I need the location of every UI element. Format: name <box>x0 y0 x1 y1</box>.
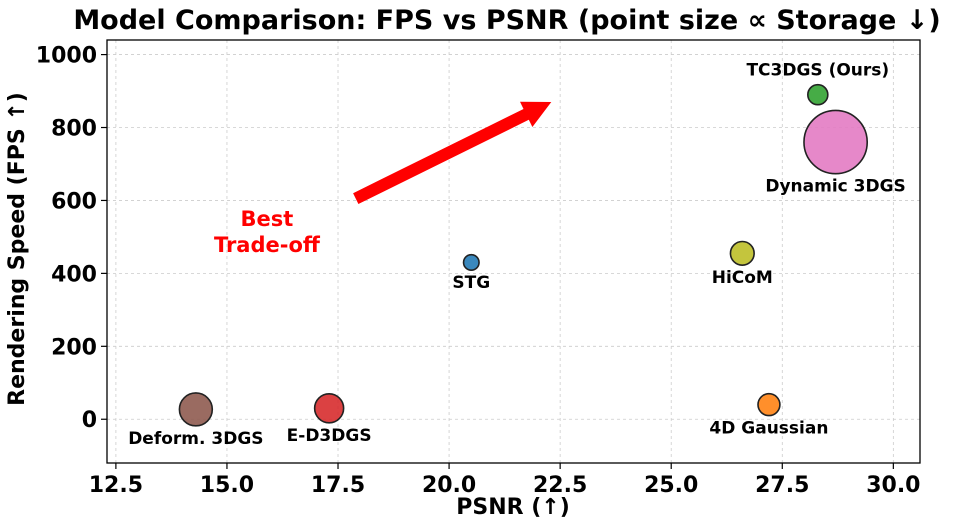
x-axis-label: PSNR (↑) <box>456 495 570 520</box>
x-tick-label: 22.5 <box>533 473 587 498</box>
data-point <box>803 109 869 175</box>
grid-lines <box>107 40 920 463</box>
chart-title: Model Comparison: FPS vs PSNR (point siz… <box>73 5 940 36</box>
point-label: TC3DGS (Ours) <box>746 61 889 81</box>
x-tick-label: 27.5 <box>755 473 809 498</box>
y-tick-label: 600 <box>51 189 97 214</box>
point-labels: TC3DGS (Ours) Dynamic 3DGS STG HiCoM 4D Gaus… <box>128 61 906 449</box>
x-tick-label: 25.0 <box>644 473 698 498</box>
data-point <box>178 392 214 427</box>
y-tick-label: 1000 <box>36 44 97 69</box>
point-label: Dynamic 3DGS <box>765 177 905 197</box>
point-label: Deform. 3DGS <box>128 429 263 449</box>
plot-area-frame <box>106 39 921 464</box>
y-tick-label: 200 <box>51 335 97 360</box>
axis-ticks: 12.5 15.0 17.5 20.0 22.5 25.0 27.5 30.0 0 200 400 6… <box>36 44 921 498</box>
data-point <box>462 253 480 271</box>
y-tick-label: 400 <box>51 262 97 287</box>
y-tick-label: 0 <box>82 408 97 433</box>
point-label: STG <box>452 273 490 293</box>
y-axis-label: Rendering Speed (FPS ↑) <box>5 92 30 406</box>
point-label: 4D Gaussian <box>709 419 828 439</box>
data-point <box>807 83 829 106</box>
data-points <box>178 83 869 427</box>
annotation-text: Best <box>241 207 294 231</box>
trade-off-arrow <box>353 101 552 204</box>
x-tick-label: 30.0 <box>866 473 920 498</box>
x-tick-label: 15.0 <box>200 473 254 498</box>
data-point <box>729 240 755 266</box>
point-label: HiCoM <box>712 268 773 288</box>
x-tick-label: 17.5 <box>311 473 365 498</box>
x-tick-label: 12.5 <box>89 473 143 498</box>
data-point <box>313 393 345 424</box>
x-tick-label: 20.0 <box>422 473 476 498</box>
data-point <box>757 392 781 417</box>
annotation-text: Trade-off <box>214 233 321 257</box>
y-tick-label: 800 <box>51 117 97 142</box>
point-label: E-D3DGS <box>287 426 372 446</box>
